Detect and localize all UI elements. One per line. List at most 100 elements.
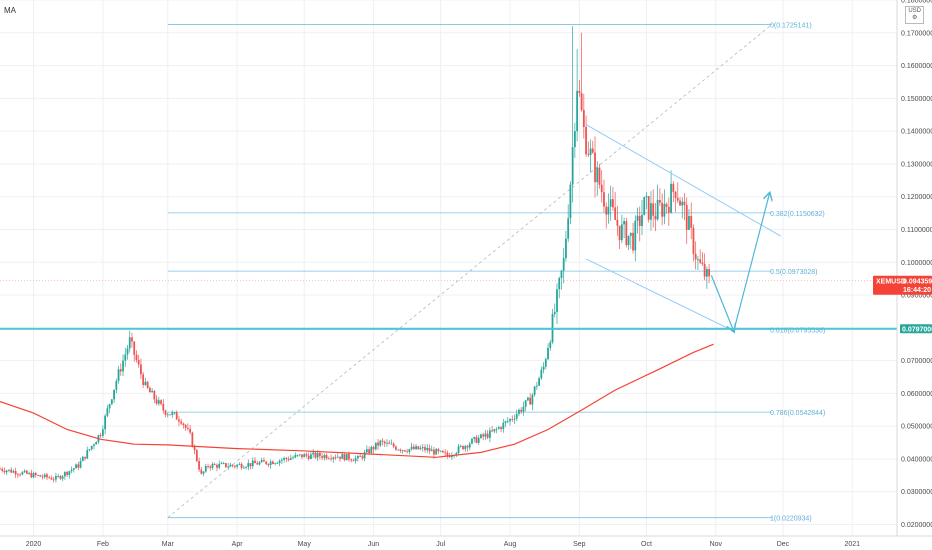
fib-label-0: 0(0.1725141): [770, 23, 812, 30]
price-tick-2: 0.16000000: [901, 63, 932, 70]
candle-body-299: [701, 262, 704, 265]
time-tick-3: Apr: [232, 541, 244, 548]
candle-body-202: [484, 433, 487, 437]
candle-body-143: [352, 460, 355, 462]
candle-body-101: [258, 462, 261, 465]
candle-body-262: [618, 225, 621, 241]
candle-body-215: [513, 418, 516, 420]
candle-body-216: [515, 413, 518, 419]
price-axis[interactable]: 0.18000000 0.17000000 0.16000000 0.15000000…: [896, 0, 932, 550]
candle-body-196: [471, 438, 473, 444]
candle-body-288: [676, 197, 679, 201]
candle-body-271: [638, 215, 641, 227]
moving-average-line: [0, 343, 714, 458]
candle-body-274: [645, 196, 648, 198]
support-price-label: 0.07970000: [902, 326, 932, 333]
time-tick-7: Aug: [504, 541, 517, 548]
candle-body-130: [323, 455, 326, 458]
candle-body--2: [28, 472, 30, 474]
candle-body-70: [189, 428, 192, 433]
candle-body-31: [101, 429, 104, 436]
candle-body--6: [19, 474, 22, 476]
candle-body-65: [178, 419, 180, 422]
candle-body-289: [679, 200, 681, 206]
candle-body-249: [589, 148, 592, 156]
candle-body-184: [444, 452, 447, 454]
currency-selector[interactable]: USD ⚙: [905, 6, 924, 24]
fibonacci-retracement[interactable]: 0(0.1725141) 0.382(0.1150632) 0.5(0.097302…: [167, 23, 826, 523]
candle-body-108: [274, 463, 277, 465]
price-tick-14: 0.03000000: [901, 489, 932, 496]
candle-body--4: [23, 470, 26, 473]
time-tick-6: Jul: [436, 541, 445, 548]
candle-body-224: [533, 386, 536, 395]
candle-body-21: [79, 461, 82, 468]
candle-body-8: [50, 477, 53, 480]
candle-body-223: [531, 394, 534, 405]
candle-body-252: [596, 167, 599, 183]
candle-body-37: [115, 380, 118, 390]
candle-body-32: [104, 415, 107, 430]
candle-body-175: [424, 447, 426, 451]
projection-arrows[interactable]: [710, 193, 769, 331]
candle-body-39: [119, 369, 122, 372]
candle-body-209: [500, 427, 502, 430]
candle-body-178: [430, 449, 433, 452]
candle-body-182: [439, 450, 442, 452]
candle-body-49: [142, 374, 145, 385]
candle-body-242: [573, 131, 576, 148]
candle-body-168: [408, 449, 411, 452]
candle-body-172: [417, 446, 420, 450]
candle-body-286: [672, 183, 675, 192]
candle-body-44: [131, 337, 133, 342]
candle-body-176: [426, 448, 429, 451]
candle-body-204: [488, 430, 491, 438]
candle-body-191: [459, 445, 462, 447]
candle-body-199: [477, 438, 480, 443]
candle-body-133: [330, 458, 332, 460]
candle-body-58: [162, 403, 165, 411]
candle-body-266: [627, 235, 630, 246]
candle-body-240: [569, 184, 572, 219]
candle-body-35: [110, 399, 113, 405]
indicator-label[interactable]: MA: [4, 6, 16, 15]
moving-average-series: [0, 343, 714, 458]
candle-body-129: [321, 456, 324, 458]
candle-body-139: [343, 454, 346, 461]
time-axis[interactable]: 2020 Feb Mar Apr May Jun Jul Aug Sep Oct Nov Dec 202…: [0, 535, 932, 550]
candle-body-87: [227, 466, 230, 468]
candle-body-238: [565, 238, 567, 259]
candle-body-80: [211, 464, 214, 468]
candle-body-117: [294, 455, 297, 458]
candle-body-287: [674, 191, 677, 198]
candle-body-163: [397, 449, 400, 451]
candle-body-193: [464, 445, 467, 450]
candle-body-20: [77, 464, 80, 468]
candle-body-280: [658, 199, 661, 203]
candle-body-186: [448, 455, 451, 458]
candle-body-89: [231, 464, 234, 466]
gear-icon[interactable]: ⚙: [911, 15, 918, 21]
candle-body-136: [336, 456, 339, 458]
candle-body-179: [433, 449, 435, 455]
time-axis-bg: [0, 536, 932, 550]
candle-body-99: [254, 460, 256, 464]
time-tick-9: Oct: [641, 541, 652, 548]
candle-body-291: [683, 201, 686, 205]
candle-body-98: [251, 460, 254, 467]
candle-body-297: [697, 259, 699, 261]
candle-body-225: [535, 385, 538, 387]
candle-body-141: [348, 454, 350, 460]
candle-body-187: [450, 455, 453, 458]
candle-body-181: [437, 449, 440, 452]
candle-body-247: [585, 127, 587, 155]
candle-body-118: [296, 455, 299, 456]
candle-body-219: [522, 406, 525, 412]
descending-channel[interactable]: [585, 124, 781, 332]
candle-body-4: [41, 476, 44, 478]
candle-body-0: [32, 473, 35, 478]
candle-body-145: [357, 456, 359, 459]
candle-body-212: [506, 421, 509, 423]
candle-body-258: [609, 199, 612, 207]
